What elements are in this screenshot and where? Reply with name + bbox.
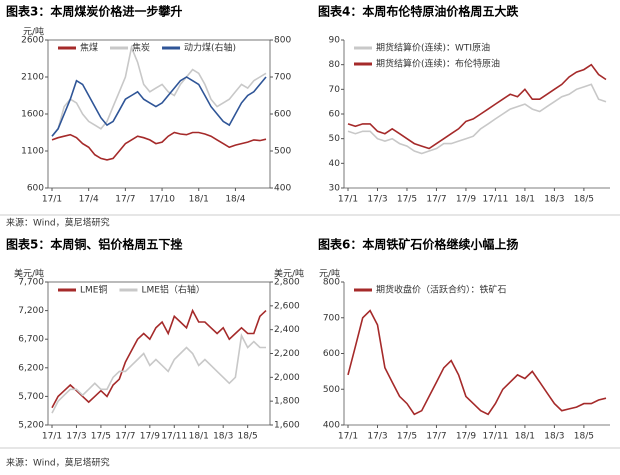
y-tick-label: 600 — [27, 184, 44, 194]
x-tick-label: 17/3 — [367, 432, 387, 442]
chart-title: 图表4：本周布伦特原油价格周五大跌 — [318, 4, 519, 19]
y-tick-label: 1600 — [21, 110, 44, 120]
y2-tick-label: 2,200 — [274, 349, 300, 359]
x-tick-label: 17/4 — [79, 195, 99, 205]
y-tick-label: 500 — [323, 385, 340, 395]
series-line — [347, 309, 607, 416]
legend-label: 焦炭 — [132, 42, 150, 54]
plot-frame — [47, 39, 271, 189]
x-tick-label: 18/1 — [189, 195, 209, 205]
y2-tick-label: 700 — [274, 73, 291, 83]
chart-title: 图表6：本周铁矿石价格继续小幅上扬 — [318, 237, 518, 252]
y-tick-label: 90 — [329, 36, 341, 46]
y2-tick-label: 400 — [274, 184, 291, 194]
x-tick-label: 17/1 — [338, 432, 358, 442]
x-tick-label: 17/9 — [456, 432, 476, 442]
x-tick-label: 17/11 — [482, 195, 508, 205]
x-tick-label: 18/1 — [515, 195, 535, 205]
legend-label: 动力煤(右轴) — [184, 42, 236, 54]
x-tick-label: 18/5 — [574, 432, 594, 442]
x-tick-label: 18/3 — [544, 432, 564, 442]
series-line — [51, 333, 266, 414]
y2-tick-label: 1,800 — [274, 397, 300, 407]
chart-title: 图表3：本周煤炭价格进一步攀升 — [6, 4, 182, 19]
legend-label: 期货结算价(连续)：布伦特原油 — [376, 58, 500, 70]
y-tick-label: 50 — [329, 134, 341, 144]
x-tick-label: 17/3 — [367, 195, 387, 205]
series-line — [51, 44, 267, 137]
y2-tick-label: 2,600 — [274, 301, 300, 311]
y-tick-label: 2600 — [21, 36, 44, 46]
y-tick-label: 5,200 — [18, 421, 44, 431]
x-tick-label: 18/5 — [238, 432, 258, 442]
legend-label: LME铜 — [80, 284, 107, 296]
legend-label: 期货收盘价（活跃合约）：铁矿石 — [376, 284, 507, 296]
x-tick-label: 18/1 — [189, 432, 209, 442]
y-tick-label: 800 — [323, 278, 340, 288]
x-tick-label: 17/1 — [42, 195, 62, 205]
x-tick-label: 17/5 — [397, 195, 417, 205]
plot-frame — [47, 281, 271, 426]
y-tick-label: 400 — [323, 421, 340, 431]
x-tick-label: 17/7 — [115, 195, 135, 205]
legend-label: 期货结算价(连续)：WTI原油 — [376, 42, 490, 54]
x-tick-label: 17/9 — [140, 432, 160, 442]
legend-label: LME铝（右轴） — [141, 284, 204, 296]
x-tick-label: 18/4 — [225, 195, 245, 205]
series-line — [347, 83, 607, 155]
y-tick-label: 60 — [329, 110, 341, 120]
y-tick-label: 6,200 — [18, 363, 44, 373]
y-tick-label: 40 — [329, 159, 341, 169]
x-tick-label: 18/3 — [213, 432, 233, 442]
y2-tick-label: 2,000 — [274, 373, 300, 383]
y-tick-label: 7,200 — [18, 306, 44, 316]
y-tick-label: 70 — [329, 85, 341, 95]
y2-tick-label: 1,600 — [274, 421, 300, 431]
source-note: 来源：Wind，莫尼塔研究 — [6, 217, 110, 229]
x-tick-label: 18/5 — [574, 195, 594, 205]
x-tick-label: 17/7 — [426, 432, 446, 442]
x-tick-label: 18/1 — [515, 432, 535, 442]
series-line — [51, 131, 267, 161]
y-axis-unit: 元/吨 — [319, 268, 340, 280]
y-tick-label: 30 — [329, 184, 341, 194]
y2-tick-label: 500 — [274, 147, 291, 157]
y-axis-unit: 美元/吨 — [14, 268, 44, 280]
chart-title: 图表5：本周铜、铝价格周五下挫 — [6, 237, 182, 252]
source-note: 来源：Wind，莫尼塔研究 — [6, 457, 110, 469]
x-tick-label: 17/1 — [338, 195, 358, 205]
x-tick-label: 17/10 — [149, 195, 175, 205]
legend-label: 焦煤 — [80, 42, 98, 54]
x-tick-label: 17/3 — [66, 432, 86, 442]
y2-tick-label: 600 — [274, 110, 291, 120]
y2-tick-label: 2,400 — [274, 325, 300, 335]
x-tick-label: 17/5 — [91, 432, 111, 442]
y-tick-label: 1100 — [21, 147, 44, 157]
x-tick-label: 17/11 — [161, 432, 187, 442]
series-line — [51, 308, 267, 409]
x-tick-label: 18/3 — [544, 195, 564, 205]
x-tick-label: 17/9 — [456, 195, 476, 205]
x-tick-label: 17/7 — [115, 432, 135, 442]
y2-axis-unit: 美元/吨 — [274, 268, 304, 280]
y-tick-label: 7,700 — [18, 278, 44, 288]
y2-tick-label: 2,800 — [274, 278, 300, 288]
x-tick-label: 17/1 — [42, 432, 62, 442]
series-line — [347, 63, 607, 150]
y-tick-label: 6,700 — [18, 335, 44, 345]
y2-tick-label: 800 — [274, 36, 291, 46]
y-tick-label: 700 — [323, 313, 340, 323]
x-tick-label: 17/7 — [426, 195, 446, 205]
y-tick-label: 600 — [323, 349, 340, 359]
series-line — [51, 76, 267, 137]
y-axis-unit: 元/吨 — [23, 26, 44, 38]
x-tick-label: 17/11 — [482, 432, 508, 442]
y-tick-label: 80 — [329, 60, 341, 70]
x-tick-label: 17/5 — [397, 432, 417, 442]
y-tick-label: 5,700 — [18, 392, 44, 402]
y-tick-label: 2100 — [21, 73, 44, 83]
